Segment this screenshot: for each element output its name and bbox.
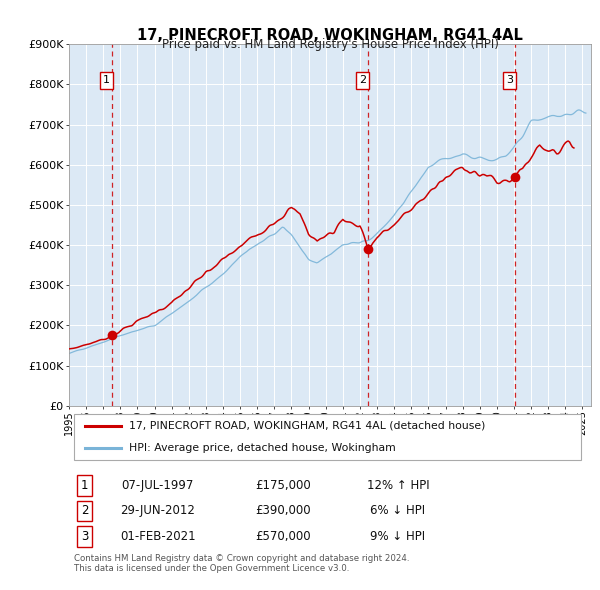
Text: 9% ↓ HPI: 9% ↓ HPI [370, 530, 425, 543]
Text: 2: 2 [359, 76, 366, 86]
Text: 17, PINECROFT ROAD, WOKINGHAM, RG41 4AL (detached house): 17, PINECROFT ROAD, WOKINGHAM, RG41 4AL … [129, 421, 485, 431]
Text: HPI: Average price, detached house, Wokingham: HPI: Average price, detached house, Woki… [129, 444, 396, 454]
Text: £175,000: £175,000 [255, 479, 311, 492]
Text: 01-FEB-2021: 01-FEB-2021 [120, 530, 196, 543]
Text: Contains HM Land Registry data © Crown copyright and database right 2024.
This d: Contains HM Land Registry data © Crown c… [74, 553, 410, 573]
Text: £390,000: £390,000 [255, 504, 311, 517]
Text: £570,000: £570,000 [255, 530, 311, 543]
Text: 3: 3 [81, 530, 88, 543]
Text: 1: 1 [81, 479, 88, 492]
Text: 12% ↑ HPI: 12% ↑ HPI [367, 479, 429, 492]
Title: 17, PINECROFT ROAD, WOKINGHAM, RG41 4AL: 17, PINECROFT ROAD, WOKINGHAM, RG41 4AL [137, 28, 523, 43]
Text: 3: 3 [506, 76, 513, 86]
Text: Price paid vs. HM Land Registry's House Price Index (HPI): Price paid vs. HM Land Registry's House … [161, 38, 499, 51]
FancyBboxPatch shape [74, 414, 581, 460]
Text: 1: 1 [103, 76, 110, 86]
Text: 07-JUL-1997: 07-JUL-1997 [122, 479, 194, 492]
Text: 6% ↓ HPI: 6% ↓ HPI [370, 504, 425, 517]
Text: 29-JUN-2012: 29-JUN-2012 [121, 504, 195, 517]
Text: 2: 2 [81, 504, 88, 517]
